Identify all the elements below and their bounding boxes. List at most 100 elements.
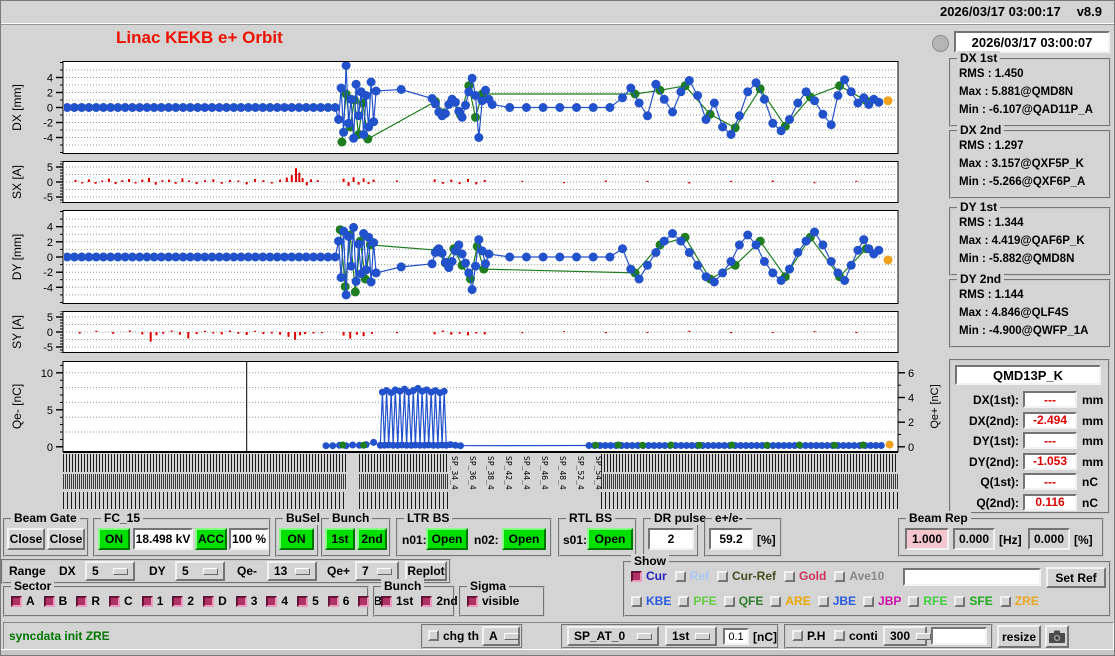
beam-gate-close-button-2[interactable]: Close bbox=[47, 528, 85, 550]
resize-button[interactable]: resize bbox=[997, 625, 1041, 648]
beam-gate-close-button-1[interactable]: Close bbox=[7, 528, 45, 550]
show-checkbox-ref[interactable]: Ref bbox=[674, 569, 709, 583]
checkbox-icon[interactable] bbox=[235, 595, 247, 607]
sy-chart[interactable]: 5 0 -5 SY [A] bbox=[1, 311, 946, 353]
monitor-title[interactable]: QMD13P_K bbox=[955, 365, 1101, 385]
show-checkbox-sfe[interactable]: SFE bbox=[954, 594, 993, 608]
svg-text:-4: -4 bbox=[43, 133, 53, 145]
sigma-checkbox-visible[interactable]: visible bbox=[467, 594, 519, 608]
checkbox-icon[interactable] bbox=[674, 570, 686, 582]
show-checkbox-rfe[interactable]: RFE bbox=[908, 594, 947, 608]
show-checkbox-cur-ref[interactable]: Cur-Ref bbox=[717, 569, 776, 583]
show-checkbox-qfe[interactable]: QFE bbox=[723, 594, 763, 608]
ltr-n01-open-button[interactable]: Open bbox=[426, 528, 468, 550]
range-dx-option[interactable]: 5 bbox=[85, 561, 135, 581]
checkbox-icon[interactable] bbox=[908, 595, 920, 607]
range-qem-option[interactable]: 13 bbox=[267, 561, 317, 581]
show-checkbox-pfe[interactable]: PFE bbox=[678, 594, 717, 608]
show-checkbox-are[interactable]: ARE bbox=[770, 594, 811, 608]
checkbox-icon[interactable] bbox=[327, 595, 339, 607]
busel-on-button[interactable]: ON bbox=[279, 528, 314, 550]
sector-checkbox-r[interactable]: R bbox=[76, 594, 100, 608]
svg-text:DY [mm]: DY [mm] bbox=[10, 234, 24, 280]
checkbox-icon[interactable] bbox=[421, 595, 433, 607]
fc15-on-button[interactable]: ON bbox=[98, 528, 130, 550]
sector-checkbox-3[interactable]: 3 bbox=[235, 594, 257, 608]
sector-checkbox-1[interactable]: 1 bbox=[141, 594, 163, 608]
show-checkbox-ave10[interactable]: Ave10 bbox=[834, 569, 884, 583]
checkbox-icon[interactable] bbox=[954, 595, 966, 607]
dy-chart[interactable]: 4 2 0 -2 -4 DY [mm] bbox=[1, 210, 946, 304]
checkbox-label: visible bbox=[482, 594, 520, 608]
show-checkbox-kbe[interactable]: KBE bbox=[631, 594, 671, 608]
sp-at-option[interactable]: SP_AT_0 bbox=[567, 626, 659, 646]
dr-pulse-readout: 2 bbox=[648, 528, 694, 550]
sector-checkbox-b[interactable]: B bbox=[43, 594, 67, 608]
checkbox-icon[interactable] bbox=[678, 595, 690, 607]
set-ref-button[interactable]: Set Ref bbox=[1046, 567, 1106, 588]
checkbox-icon[interactable] bbox=[817, 595, 829, 607]
checkbox-icon[interactable] bbox=[834, 570, 846, 582]
count-option[interactable]: 300 bbox=[883, 626, 932, 646]
show-checkbox-zre[interactable]: ZRE bbox=[999, 594, 1039, 608]
checkbox-icon[interactable] bbox=[358, 595, 370, 607]
checkbox-icon[interactable] bbox=[467, 595, 478, 607]
checkbox-icon[interactable] bbox=[297, 595, 309, 607]
checkbox-icon[interactable] bbox=[631, 570, 642, 582]
checkbox-icon[interactable] bbox=[999, 595, 1011, 607]
checkbox-icon[interactable] bbox=[43, 595, 55, 607]
checkbox-icon[interactable] bbox=[631, 595, 642, 607]
show-checkbox-jbp[interactable]: JBP bbox=[863, 594, 901, 608]
checkbox-icon[interactable] bbox=[141, 595, 153, 607]
sx-chart[interactable]: 5 0 -5 SX [A] bbox=[1, 161, 946, 203]
monitor-row-label: DX(2nd): bbox=[969, 413, 1019, 428]
checkbox-icon[interactable] bbox=[770, 595, 782, 607]
bunch-2nd-button[interactable]: 2nd bbox=[357, 528, 387, 550]
sector-checkbox-4[interactable]: 4 bbox=[266, 594, 288, 608]
show-checkbox-gold[interactable]: Gold bbox=[784, 569, 826, 583]
beam-rep-value-3: 0.000 bbox=[1028, 528, 1070, 550]
show-checkbox-cur[interactable]: Cur bbox=[631, 569, 667, 583]
sector-checkbox-2[interactable]: 2 bbox=[172, 594, 194, 608]
replot-button[interactable]: Replot bbox=[405, 561, 447, 581]
checkbox-icon[interactable] bbox=[381, 595, 392, 607]
sector-select-option[interactable]: A bbox=[482, 626, 520, 646]
checkbox-icon[interactable] bbox=[11, 595, 22, 607]
show-checkbox-jbe[interactable]: JBE bbox=[817, 594, 856, 608]
range-dy-option[interactable]: 5 bbox=[175, 561, 225, 581]
checkbox-icon[interactable] bbox=[266, 595, 278, 607]
bunch-checkbox-2nd[interactable]: 2nd bbox=[421, 594, 458, 608]
bunch-sel-option[interactable]: 1st bbox=[665, 626, 717, 646]
stat-row: RMS : 1.297 bbox=[959, 140, 1024, 152]
sector-checkbox-5[interactable]: 5 bbox=[297, 594, 319, 608]
chg-th-checkbox[interactable] bbox=[428, 630, 439, 641]
sector-checkbox-6[interactable]: 6 bbox=[327, 594, 349, 608]
screenshot-button[interactable] bbox=[1045, 625, 1069, 648]
rtl-s01-open-button[interactable]: Open bbox=[587, 528, 633, 550]
checkbox-icon[interactable] bbox=[717, 570, 729, 582]
bunch-1st-button[interactable]: 1st bbox=[325, 528, 355, 550]
dx-chart[interactable]: 4 2 0 -2 -4 DX [mm] bbox=[1, 61, 946, 154]
checkbox-icon[interactable] bbox=[203, 595, 215, 607]
count-input[interactable] bbox=[931, 627, 987, 645]
checkbox-icon[interactable] bbox=[109, 595, 121, 607]
checkbox-icon[interactable] bbox=[784, 570, 796, 582]
checkbox-icon[interactable] bbox=[76, 595, 88, 607]
ltr-n02-open-button[interactable]: Open bbox=[502, 528, 546, 550]
qe-chart[interactable]: 10 5 0 Qe- [nC] 6 4 2 0 Qe+ [nC] bbox=[1, 361, 946, 452]
checkbox-icon[interactable] bbox=[172, 595, 184, 607]
threshold-input[interactable]: 0.1 bbox=[723, 628, 749, 645]
ratio-group: e+/e- 59.2 [%] bbox=[704, 511, 782, 557]
sector-checkbox-c[interactable]: C bbox=[109, 594, 133, 608]
set-ref-input[interactable] bbox=[903, 568, 1041, 586]
checkbox-label: Cur-Ref bbox=[732, 569, 777, 583]
range-qep-option[interactable]: 7 bbox=[355, 561, 399, 581]
bunch-checkbox-1st[interactable]: 1st bbox=[381, 594, 413, 608]
checkbox-icon[interactable] bbox=[863, 595, 875, 607]
sector-checkbox-a[interactable]: A bbox=[11, 594, 35, 608]
fc15-acc-button[interactable]: ACC bbox=[195, 528, 227, 550]
conti-checkbox[interactable] bbox=[834, 630, 845, 641]
sector-checkbox-d[interactable]: D bbox=[203, 594, 227, 608]
checkbox-icon[interactable] bbox=[723, 595, 735, 607]
ph-checkbox[interactable] bbox=[792, 630, 803, 641]
